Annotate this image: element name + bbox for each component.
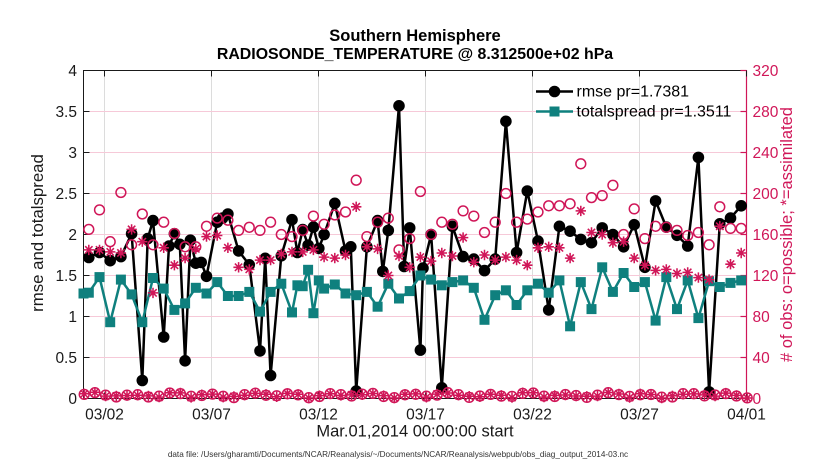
svg-text:3: 3 [68, 145, 77, 162]
svg-text:2: 2 [68, 227, 77, 244]
svg-text:Southern Hemisphere: Southern Hemisphere [329, 27, 500, 45]
svg-text:totalspread pr=1.3511: totalspread pr=1.3511 [577, 104, 732, 121]
svg-text:03/27: 03/27 [620, 407, 659, 424]
svg-text:1.5: 1.5 [55, 268, 77, 285]
svg-text:3.5: 3.5 [55, 104, 77, 121]
svg-text:120: 120 [753, 268, 779, 285]
svg-text:03/02: 03/02 [85, 407, 124, 424]
svg-text:0.5: 0.5 [55, 350, 77, 367]
svg-text:RADIOSONDE_TEMPERATURE @ 8.312: RADIOSONDE_TEMPERATURE @ 8.312500e+02 hP… [217, 46, 613, 63]
svg-text:Mar.01,2014 00:00:00 start: Mar.01,2014 00:00:00 start [316, 423, 514, 441]
svg-text:40: 40 [753, 350, 771, 367]
svg-text:03/12: 03/12 [299, 407, 338, 424]
svg-text:0: 0 [753, 391, 762, 408]
svg-text:160: 160 [753, 227, 779, 244]
svg-text:0: 0 [68, 391, 77, 408]
svg-text:data file: /Users/gharamti/Doc: data file: /Users/gharamti/Documents/NCA… [168, 450, 628, 459]
svg-text:280: 280 [753, 104, 779, 121]
svg-text:80: 80 [753, 309, 771, 326]
svg-text:2.5: 2.5 [55, 186, 77, 203]
svg-text:03/22: 03/22 [513, 407, 552, 424]
svg-text:4: 4 [68, 63, 77, 80]
svg-text:240: 240 [753, 145, 779, 162]
svg-text:320: 320 [753, 63, 779, 80]
svg-text:03/17: 03/17 [406, 407, 445, 424]
svg-text:rmse pr=1.7381: rmse pr=1.7381 [577, 84, 690, 101]
svg-text:1: 1 [68, 309, 77, 326]
svg-text:# of obs: o=possible; *=assimi: # of obs: o=possible; *=assimilated [778, 107, 796, 362]
svg-text:04/01: 04/01 [727, 407, 766, 424]
svg-text:rmse and totalspread: rmse and totalspread [28, 154, 47, 312]
svg-text:03/07: 03/07 [192, 407, 231, 424]
svg-text:200: 200 [753, 186, 779, 203]
